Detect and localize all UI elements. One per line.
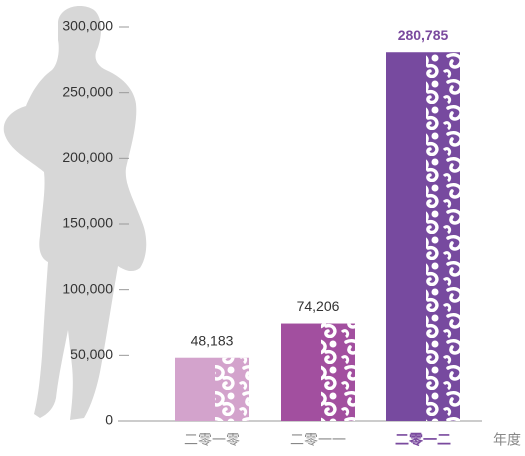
y-tick-label: 0 — [105, 412, 113, 428]
bar-pattern — [426, 52, 460, 422]
y-tick-label: 100,000 — [62, 280, 113, 296]
y-tick-label: 200,000 — [62, 149, 113, 165]
x-tick-label: 二零一二 — [395, 432, 451, 448]
bar-pattern — [215, 357, 249, 421]
value-label: 48,183 — [191, 332, 234, 348]
x-tick-label: 二零一零 — [184, 432, 240, 448]
y-tick-label: 250,000 — [62, 83, 113, 99]
value-label: 280,785 — [398, 27, 449, 43]
silhouette — [3, 6, 147, 420]
x-axis-label: 年度 — [493, 432, 521, 448]
value-label: 74,206 — [297, 298, 340, 314]
y-tick-label: 50,000 — [70, 346, 113, 362]
bar-pattern — [321, 323, 355, 421]
x-tick-label: 二零一一 — [290, 432, 346, 448]
y-tick-label: 150,000 — [62, 215, 113, 231]
y-tick-label: 300,000 — [62, 18, 113, 34]
